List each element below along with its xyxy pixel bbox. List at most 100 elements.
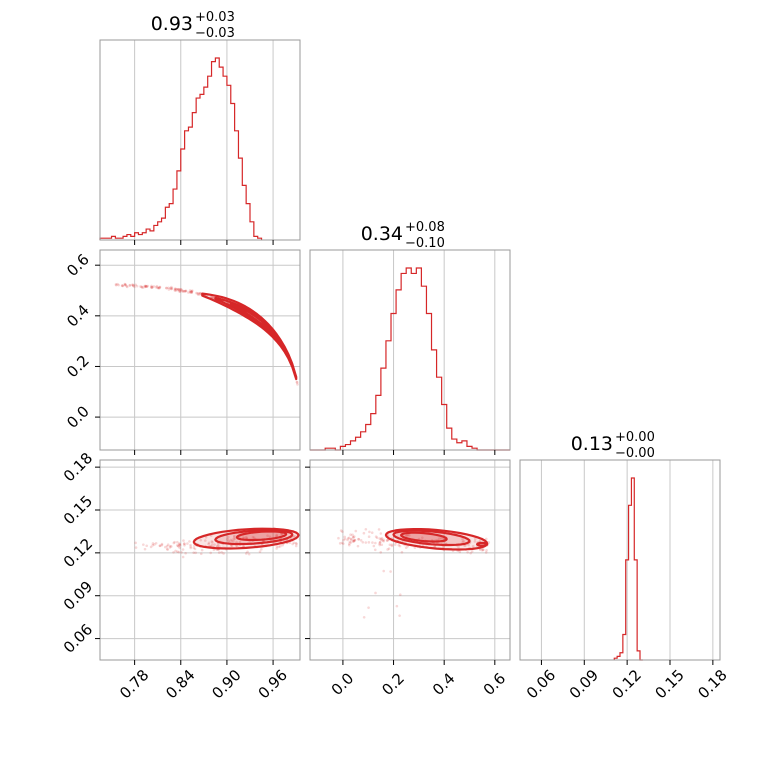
contour-level-2 bbox=[229, 302, 286, 351]
scatter-point bbox=[370, 531, 374, 535]
scatter-point bbox=[177, 545, 180, 548]
scatter-point bbox=[133, 285, 136, 289]
scatter-point bbox=[180, 551, 183, 554]
histogram-step-2 bbox=[613, 477, 643, 661]
scatter-point bbox=[168, 546, 172, 549]
scatter-point bbox=[131, 284, 135, 288]
scatter-point bbox=[247, 552, 251, 556]
scatter-point bbox=[352, 535, 356, 538]
x-tick-label-2-0: 0.06 bbox=[523, 666, 559, 702]
scatter-point bbox=[183, 542, 186, 546]
scatter-point bbox=[211, 296, 214, 299]
scatter-point bbox=[173, 288, 177, 291]
scatter-point bbox=[177, 288, 180, 291]
scatter-point bbox=[175, 540, 179, 544]
scatter-point bbox=[374, 591, 377, 595]
scatter-point bbox=[199, 538, 203, 542]
scatter-point bbox=[386, 539, 389, 542]
scatter-point bbox=[196, 293, 200, 296]
scatter-point bbox=[213, 543, 216, 546]
scatter-point bbox=[380, 536, 384, 540]
scatter-point bbox=[462, 539, 465, 543]
x-tick-label-0-0: 0.78 bbox=[116, 666, 152, 702]
scatter-point bbox=[114, 283, 118, 286]
scatter-point bbox=[346, 537, 350, 540]
scatter-point bbox=[404, 546, 408, 550]
scatter-point bbox=[167, 288, 171, 291]
scatter-point bbox=[378, 537, 382, 540]
scatter-point bbox=[188, 540, 191, 543]
scatter-point bbox=[173, 288, 177, 292]
scatter-point bbox=[380, 538, 383, 541]
scatter-point bbox=[268, 535, 272, 539]
contour-level-1 bbox=[214, 529, 294, 546]
scatter-point bbox=[145, 285, 149, 289]
scatter-point bbox=[260, 548, 263, 551]
scatter-point bbox=[178, 290, 182, 293]
panel-title-median-1: 0.34 bbox=[361, 223, 403, 245]
x-tick-label-0-2: 0.90 bbox=[208, 666, 244, 702]
scatter-point bbox=[166, 543, 170, 546]
scatter-point bbox=[167, 286, 170, 290]
scatter-point bbox=[170, 287, 173, 291]
y-tick-label-2-0: 0.06 bbox=[60, 620, 96, 656]
scatter-point bbox=[123, 283, 127, 287]
scatter-point bbox=[244, 552, 248, 555]
contour-level-0 bbox=[192, 527, 300, 550]
scatter-point bbox=[150, 284, 153, 288]
scatter-point bbox=[140, 285, 144, 289]
scatter-point bbox=[484, 537, 488, 541]
scatter-point bbox=[192, 551, 196, 555]
scatter-point bbox=[196, 292, 199, 295]
scatter-point bbox=[175, 544, 179, 547]
scatter-point bbox=[190, 291, 193, 294]
scatter-point bbox=[170, 285, 173, 289]
scatter-point bbox=[398, 544, 402, 548]
scatter-point bbox=[151, 544, 155, 547]
scatter-point bbox=[275, 533, 279, 537]
scatter-point bbox=[362, 531, 366, 535]
scatter-point bbox=[190, 289, 194, 293]
scatter-point bbox=[207, 542, 210, 546]
scatter-point bbox=[152, 285, 156, 288]
scatter-point bbox=[294, 541, 298, 545]
scatter-point bbox=[189, 290, 193, 293]
scatter-point bbox=[190, 290, 194, 294]
scatter-point bbox=[342, 538, 345, 542]
scatter-panel-0-2 bbox=[100, 460, 300, 660]
scatter-point bbox=[295, 380, 299, 384]
scatter-point bbox=[471, 545, 475, 548]
scatter-point bbox=[178, 543, 182, 547]
scatter-point bbox=[478, 539, 482, 543]
scatter-point bbox=[135, 284, 139, 288]
scatter-point bbox=[178, 546, 182, 550]
scatter-point bbox=[353, 538, 357, 542]
scatter-point bbox=[156, 286, 159, 289]
scatter-point bbox=[198, 291, 202, 295]
scatter-point bbox=[191, 289, 194, 292]
x-tick-label-1-3: 0.6 bbox=[480, 669, 510, 699]
scatter-point bbox=[354, 529, 358, 533]
scatter-point bbox=[481, 548, 485, 551]
scatter-point bbox=[195, 291, 198, 295]
scatter-point bbox=[385, 539, 389, 542]
panel-title-median-0: 0.93 bbox=[151, 13, 193, 35]
y-tick-label-1-3: 0.6 bbox=[63, 250, 93, 280]
histogram-step-0 bbox=[99, 57, 263, 240]
scatter-point bbox=[295, 542, 298, 546]
scatter-point bbox=[352, 539, 356, 543]
histogram-panel-2 bbox=[540, 460, 714, 661]
scatter-point bbox=[473, 540, 477, 543]
scatter-point bbox=[189, 545, 192, 548]
panel-title-plus-0: +0.03 bbox=[195, 10, 235, 25]
scatter-point bbox=[180, 288, 183, 292]
scatter-point bbox=[174, 549, 177, 553]
scatter-point bbox=[154, 285, 158, 289]
scatter-point bbox=[353, 538, 357, 542]
scatter-point bbox=[421, 536, 424, 539]
scatter-point bbox=[128, 284, 132, 287]
scatter-point bbox=[350, 538, 353, 541]
scatter-point bbox=[144, 285, 148, 288]
scatter-point bbox=[149, 545, 153, 549]
